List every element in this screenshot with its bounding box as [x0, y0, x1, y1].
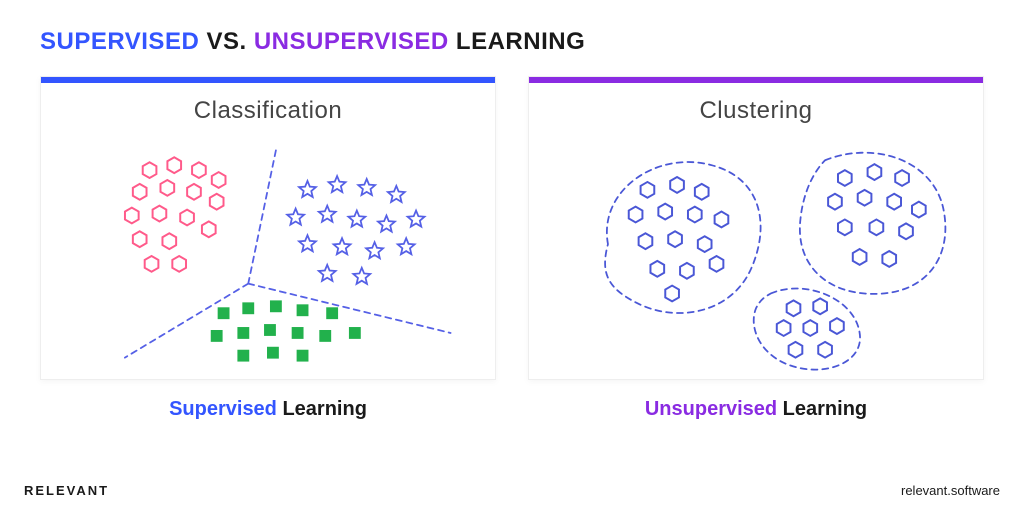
- title-supervised: SUPERVISED: [40, 28, 199, 55]
- caption-unsupervised: Unsupervised Learning: [528, 398, 984, 421]
- caption-unsupervised-rest: Learning: [777, 398, 867, 420]
- heading-clustering: Clustering: [529, 83, 983, 129]
- heading-classification: Classification: [41, 83, 495, 129]
- page-title: SUPERVISED VS. UNSUPERVISED LEARNING: [40, 28, 585, 56]
- panels-row: Classification Supervised Learning Clust…: [40, 76, 984, 421]
- caption-supervised-rest: Learning: [277, 398, 367, 420]
- panel-supervised: Classification Supervised Learning: [40, 76, 496, 421]
- caption-unsupervised-accent: Unsupervised: [645, 398, 777, 420]
- caption-supervised: Supervised Learning: [40, 398, 496, 421]
- title-learning: LEARNING: [449, 28, 586, 55]
- title-unsupervised: UNSUPERVISED: [254, 28, 449, 55]
- diagram-classification: [41, 129, 495, 379]
- clustering-svg: [529, 129, 983, 379]
- footer-url: relevant.software: [901, 483, 1000, 498]
- panel-unsupervised-card: Clustering: [528, 76, 984, 380]
- caption-supervised-accent: Supervised: [169, 398, 277, 420]
- classification-svg: [41, 129, 495, 379]
- title-vs: VS.: [199, 28, 254, 55]
- diagram-clustering: [529, 129, 983, 379]
- footer-brand: RELEVANT: [24, 483, 109, 498]
- panel-unsupervised: Clustering Unsupervised Learning: [528, 76, 984, 421]
- panel-supervised-card: Classification: [40, 76, 496, 380]
